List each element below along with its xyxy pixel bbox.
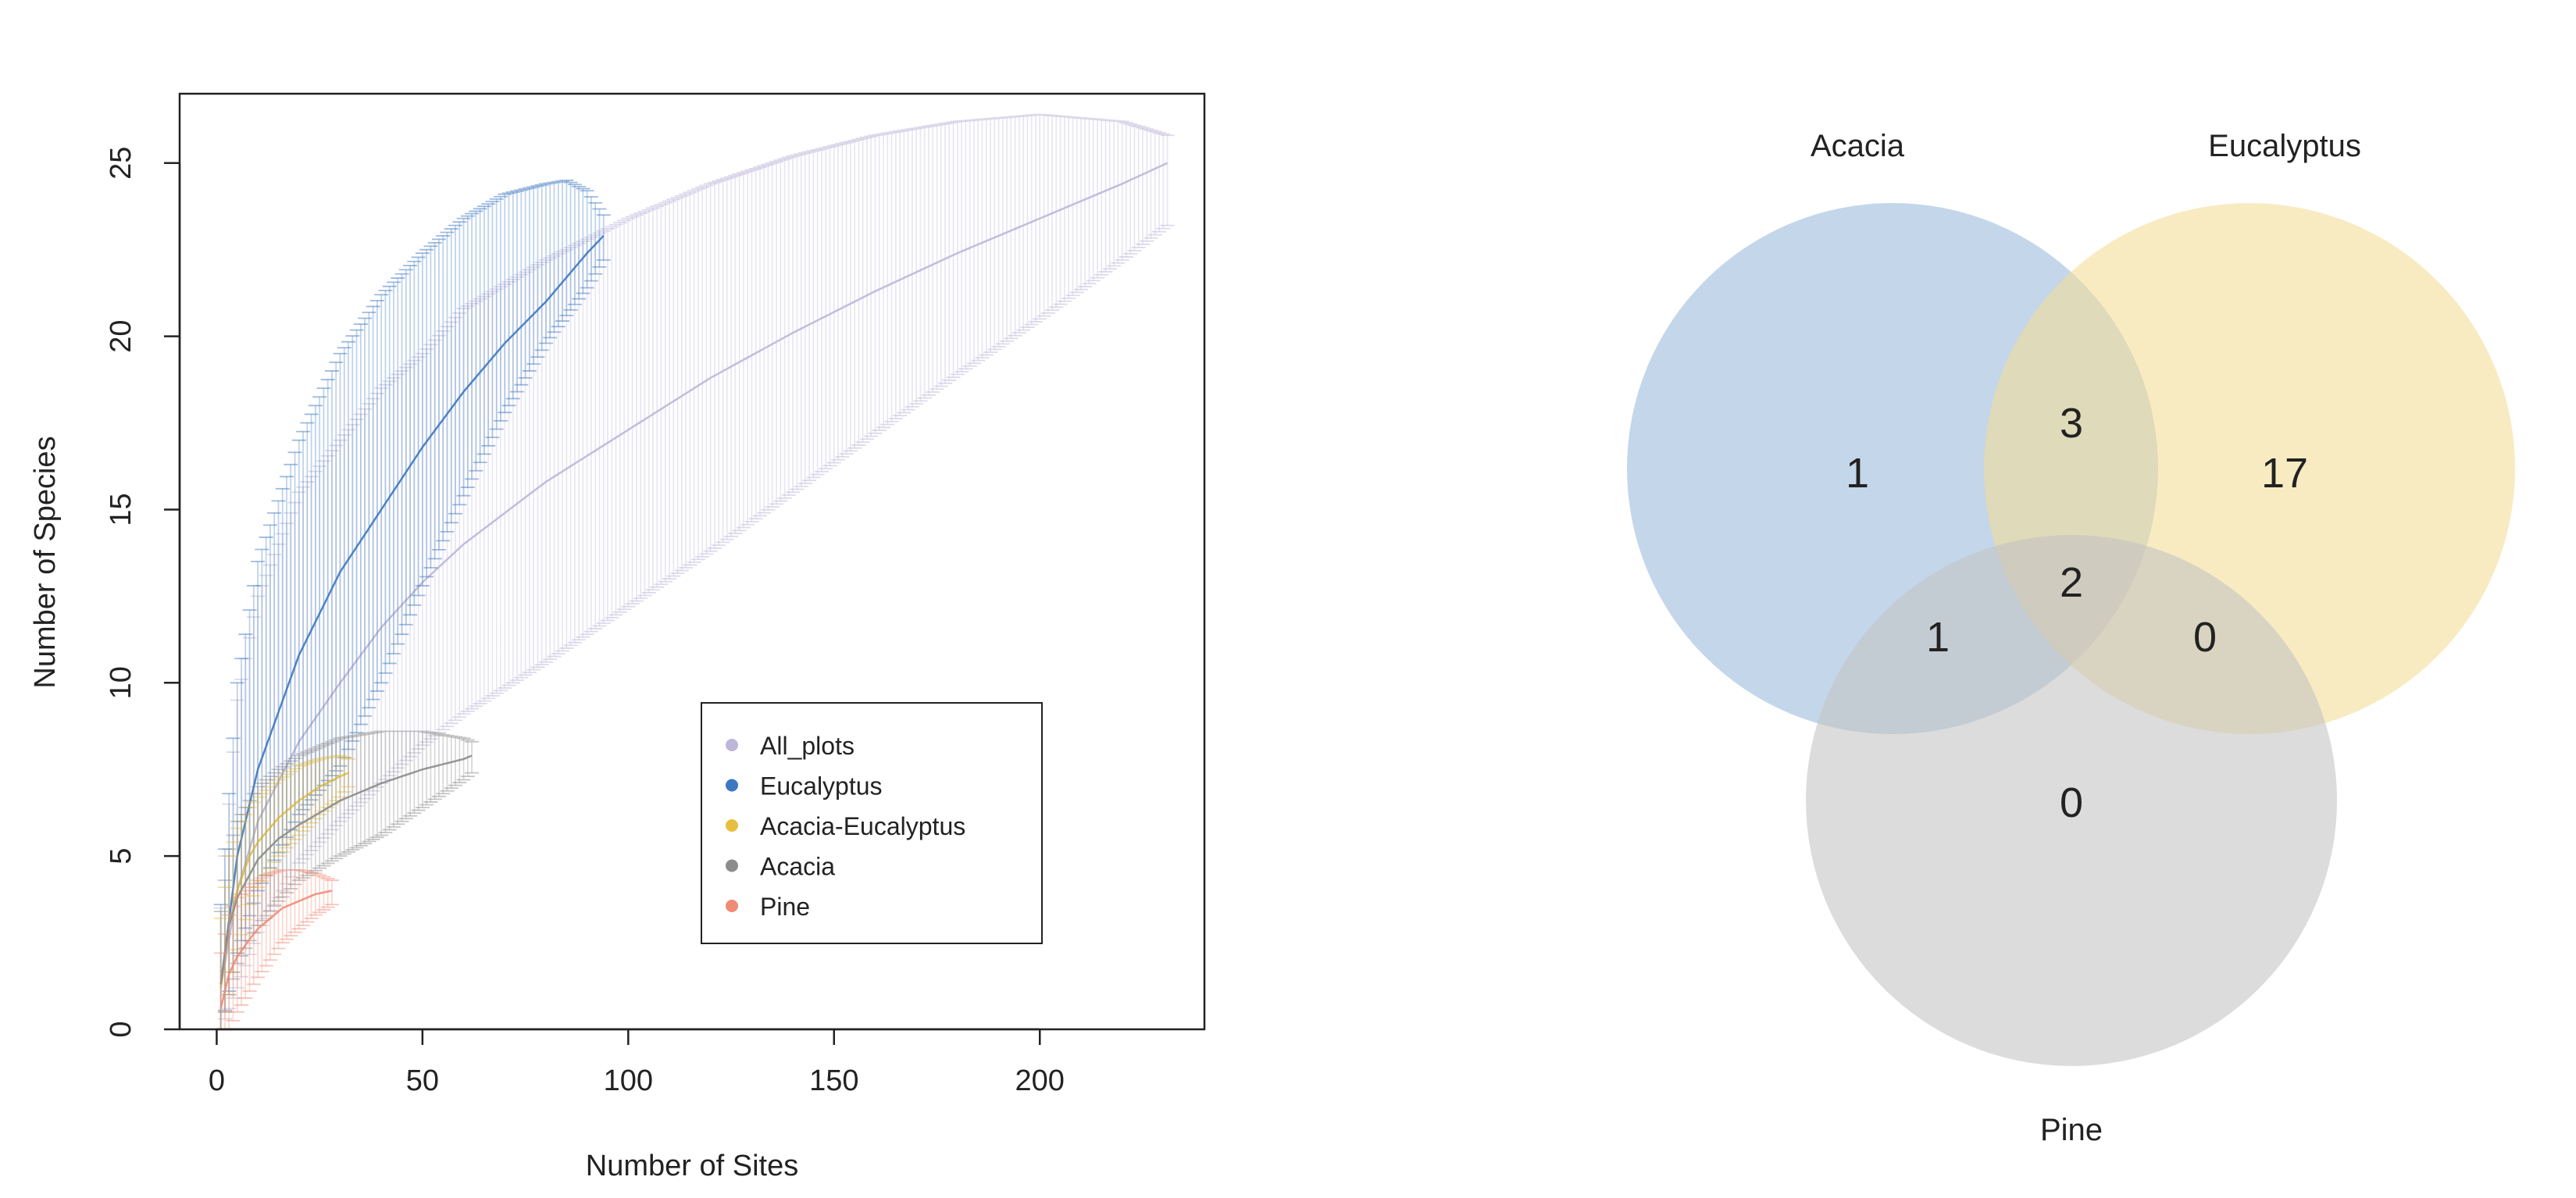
x-tick-label: 50 <box>406 1064 439 1097</box>
venn-count-acacia-eucalyptus: 3 <box>2060 400 2083 447</box>
legend-label-all-plots: All_plots <box>760 732 855 760</box>
mean-curve-all-plots <box>219 162 1168 988</box>
venn-count-eucalyptus-only: 17 <box>2261 450 2308 497</box>
x-tick-label: 0 <box>209 1064 225 1097</box>
error-caps-all-plots <box>213 113 1175 1029</box>
error-bars-eucalyptus <box>219 180 605 1029</box>
venn-count-pine-only: 0 <box>2060 779 2083 826</box>
venn-diagram: Acacia Eucalyptus Pine 1 17 3 2 1 0 0 <box>1627 129 2515 1147</box>
mean-curve-acacia-eucalyptus <box>219 772 349 988</box>
venn-label-acacia: Acacia <box>1811 129 1905 163</box>
error-caps-eucalyptus <box>213 180 611 1029</box>
legend-label-eucalyptus: Eucalyptus <box>760 772 883 800</box>
venn-circle-pine <box>1806 535 2337 1066</box>
venn-count-acacia-pine: 1 <box>1926 614 1950 661</box>
series-layer <box>213 113 1175 1029</box>
legend-marker-acacia <box>726 859 738 872</box>
venn-count-acacia-only: 1 <box>1846 450 1869 497</box>
y-tick-label: 10 <box>105 666 137 699</box>
y-tick-label: 0 <box>105 1021 137 1037</box>
venn-label-pine: Pine <box>2040 1113 2103 1147</box>
error-caps-pine <box>213 869 339 1029</box>
mean-curve-acacia <box>219 754 473 985</box>
legend-marker-all-plots <box>726 739 738 751</box>
legend-marker-acacia-eucalyptus <box>726 819 738 832</box>
species-accumulation-chart: 0 50 100 150 200 0 5 10 15 20 25 Number of Sites N… <box>29 92 1206 1182</box>
legend-marker-pine <box>726 900 738 912</box>
series-all-plots <box>213 113 1175 1029</box>
error-caps-acacia <box>213 730 480 1029</box>
x-tick-label: 200 <box>1015 1064 1065 1097</box>
venn-count-eucalyptus-pine: 0 <box>2193 614 2217 661</box>
y-tick-label: 5 <box>105 848 137 865</box>
venn-label-eucalyptus: Eucalyptus <box>2208 129 2361 163</box>
series-pine <box>213 869 339 1029</box>
x-tick-label: 150 <box>809 1064 858 1097</box>
series-eucalyptus <box>213 180 611 1029</box>
series-acacia <box>213 730 480 1029</box>
legend-label-acacia: Acacia <box>760 853 835 881</box>
venn-count-all-three: 2 <box>2060 559 2083 606</box>
y-tick-label: 20 <box>105 319 137 352</box>
legend-label-pine: Pine <box>760 893 810 921</box>
mean-curve-pine <box>219 890 333 1009</box>
legend-items: All_plots Eucalyptus Acacia-Eucalyptus Acac… <box>726 732 965 921</box>
y-tick-label: 25 <box>105 147 137 180</box>
legend-box <box>701 702 1043 944</box>
legend-label-acacia-eucalyptus: Acacia-Eucalyptus <box>760 812 965 840</box>
y-axis-label: Number of Species <box>29 436 62 688</box>
legend: All_plots Eucalyptus Acacia-Eucalyptus Acac… <box>701 702 1043 944</box>
x-tick-label: 100 <box>604 1064 653 1097</box>
y-tick-label: 15 <box>105 493 137 526</box>
legend-marker-eucalyptus <box>726 779 738 792</box>
x-axis-label: Number of Sites <box>586 1150 798 1182</box>
axes-layer: 0 50 100 150 200 0 5 10 15 20 25 <box>105 147 1065 1097</box>
mean-curve-eucalyptus <box>219 235 605 985</box>
